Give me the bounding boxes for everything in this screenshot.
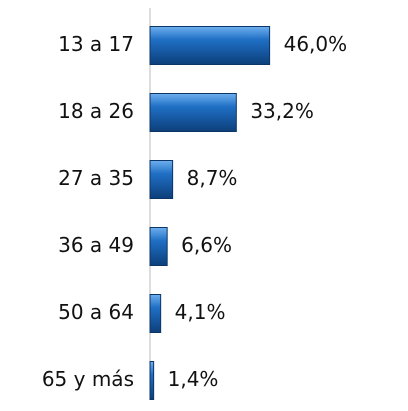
category-label: 18 a 26 — [58, 99, 134, 123]
value-label: 6,6% — [181, 233, 232, 257]
value-label: 33,2% — [250, 99, 314, 123]
bar — [149, 160, 174, 199]
value-label: 4,1% — [175, 300, 226, 324]
value-label: 8,7% — [187, 166, 238, 190]
bar — [149, 294, 162, 333]
category-label: 65 y más — [42, 367, 134, 391]
category-label: 50 a 64 — [58, 300, 134, 324]
bar — [149, 93, 237, 132]
category-label: 36 a 49 — [58, 233, 134, 257]
bar — [149, 26, 271, 65]
bar — [149, 361, 155, 400]
bar — [149, 227, 168, 266]
value-label: 1,4% — [168, 367, 219, 391]
category-label: 13 a 17 — [58, 32, 134, 56]
category-label: 27 a 35 — [58, 166, 134, 190]
value-label: 46,0% — [284, 32, 348, 56]
